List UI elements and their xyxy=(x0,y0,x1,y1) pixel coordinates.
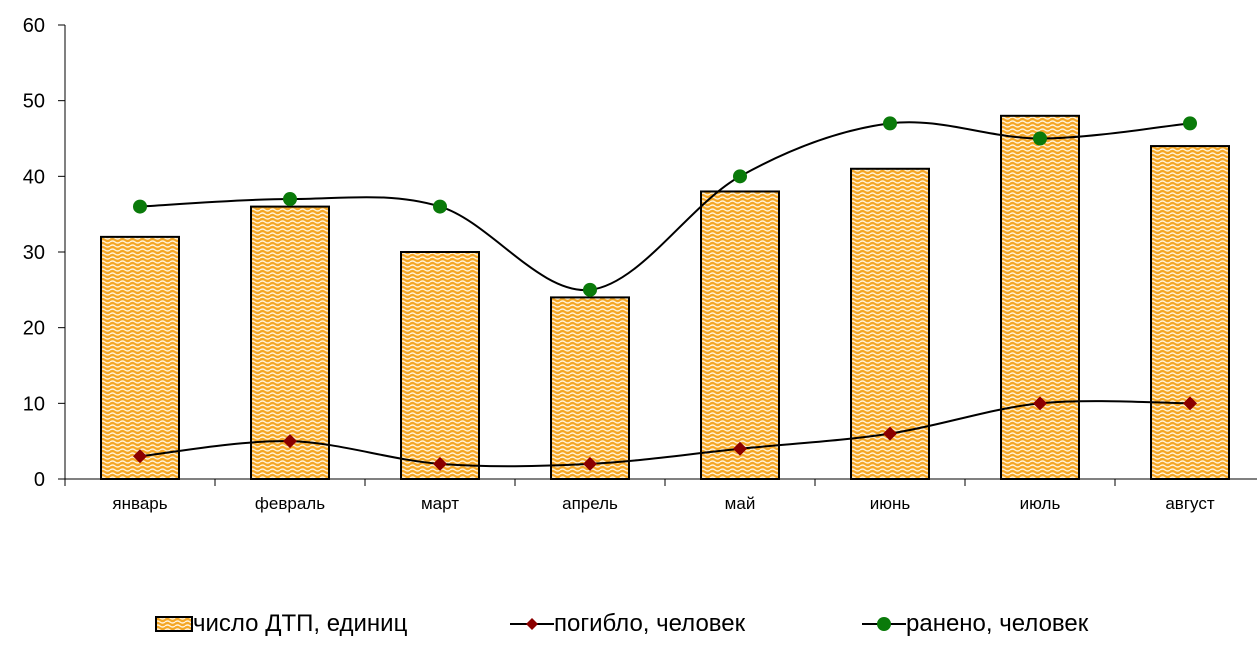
y-tick-label: 40 xyxy=(23,166,45,188)
y-tick-label: 60 xyxy=(23,15,45,37)
injured-point xyxy=(133,199,147,214)
legend-item-dtp: число ДТП, единиц xyxy=(155,604,407,644)
bar xyxy=(1150,145,1230,480)
injured-point xyxy=(733,169,747,184)
killed-point xyxy=(433,456,447,471)
legend-label-killed: погибло, человек xyxy=(554,610,746,637)
killed-point xyxy=(733,441,747,456)
bar xyxy=(700,190,780,480)
legend-label-dtp: число ДТП, единиц xyxy=(193,610,408,637)
injured-point xyxy=(1183,116,1197,131)
injured-point xyxy=(583,282,597,297)
x-tick-label: январь xyxy=(112,494,167,513)
killed-point xyxy=(133,449,147,464)
x-tick-label: август xyxy=(1165,494,1214,513)
bar xyxy=(400,251,480,480)
bar xyxy=(100,235,180,480)
killed-point xyxy=(283,434,297,449)
x-tick-label: июль xyxy=(1020,494,1061,513)
injured-line xyxy=(139,121,1191,291)
injured-point xyxy=(883,116,897,131)
legend-label-injured: ранено, человек xyxy=(906,610,1089,637)
legend-item-injured: ранено, человек xyxy=(862,604,1088,644)
injured-point xyxy=(1033,131,1047,146)
injured-point xyxy=(283,192,297,207)
legend-swatch-bar xyxy=(155,616,193,632)
y-tick-label: 10 xyxy=(23,393,45,415)
x-tick-label: апрель xyxy=(562,494,618,513)
legend-item-killed: погибло, человек xyxy=(510,604,745,644)
killed-point xyxy=(1033,396,1047,411)
x-tick-label: июнь xyxy=(870,494,911,513)
legend: число ДТП, единиц погибло, человек ранен… xyxy=(0,604,1257,644)
y-tick-label: 20 xyxy=(23,318,45,340)
legend-swatch-diamond-line xyxy=(510,618,554,630)
bar xyxy=(550,296,630,480)
y-tick-label: 0 xyxy=(34,469,45,491)
chart: 0 10 20 30 40 50 60 январь февраль март апрель май и… xyxy=(23,15,1257,513)
killed-point xyxy=(1183,396,1197,411)
legend-swatch-circle-line xyxy=(862,617,906,631)
injured-point xyxy=(433,199,447,214)
killed-point xyxy=(583,456,597,471)
y-tick-label: 50 xyxy=(23,91,45,113)
killed-line xyxy=(139,400,1191,468)
y-tick-label: 30 xyxy=(23,242,45,264)
x-tick-label: март xyxy=(421,494,459,513)
x-tick-label: февраль xyxy=(255,494,325,513)
x-tick-label: май xyxy=(725,494,756,513)
bar xyxy=(1000,114,1080,481)
killed-point xyxy=(883,426,897,441)
bar xyxy=(250,205,330,480)
